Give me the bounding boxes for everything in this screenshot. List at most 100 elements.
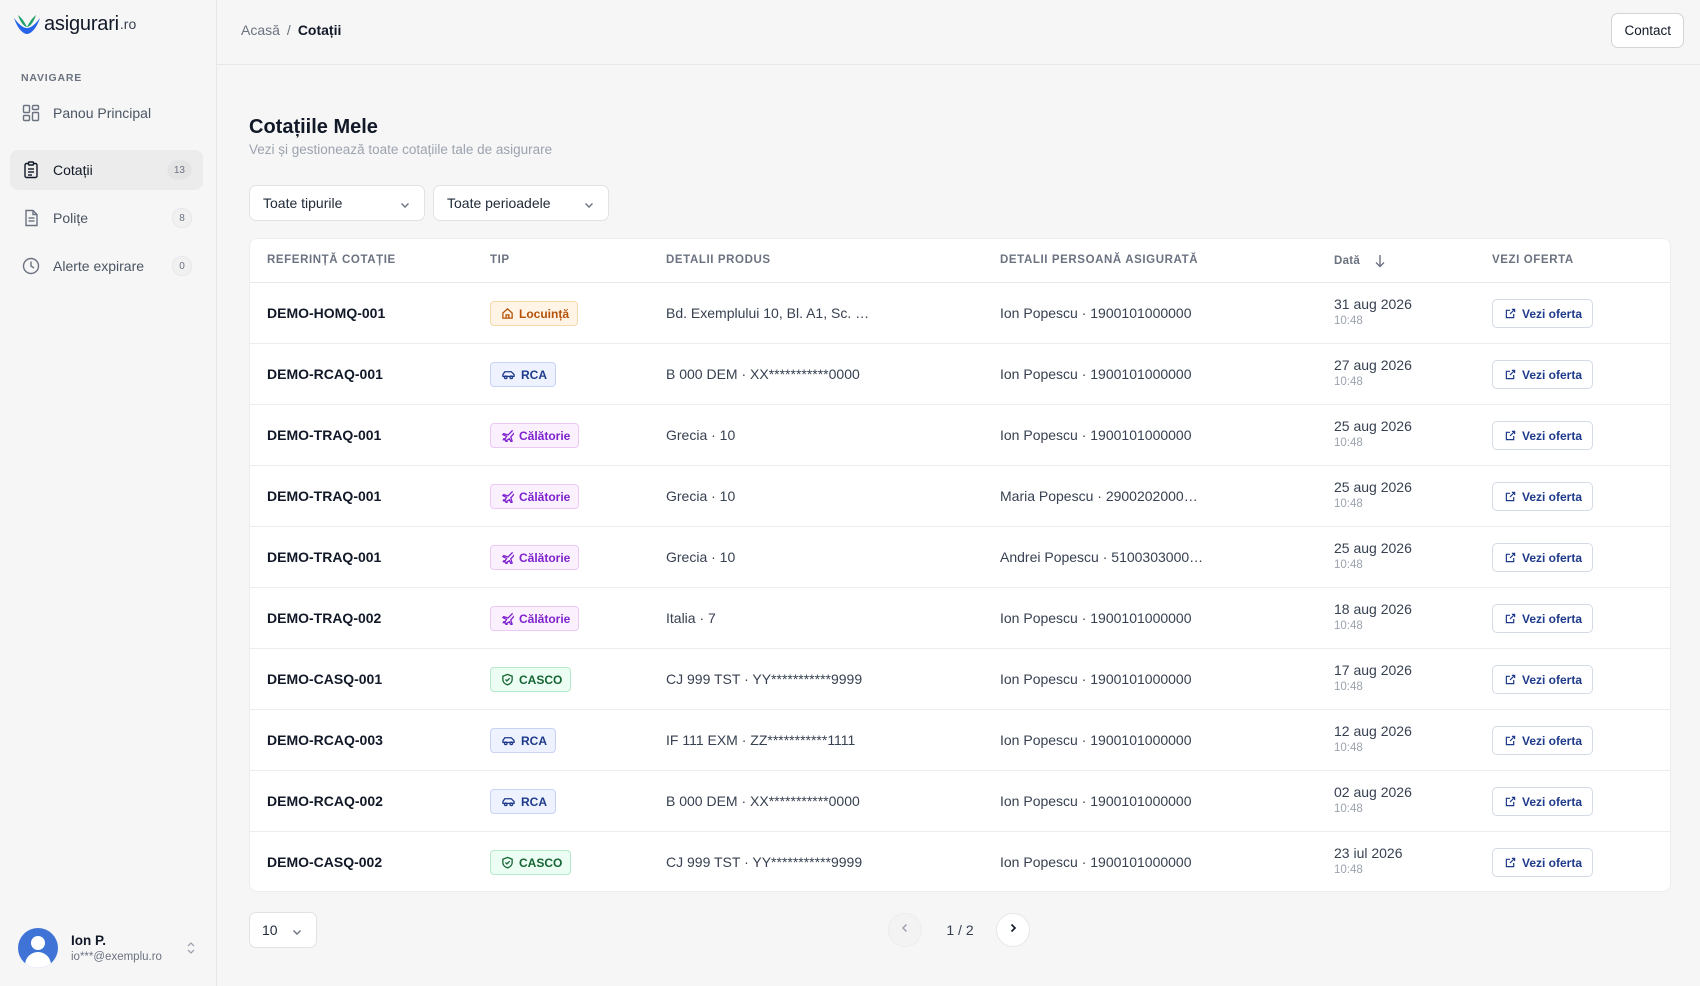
quote-date: 25 aug 2026 10:48 [1334,418,1412,449]
chevron-down-icon [291,925,303,941]
type-badge: RCA [490,789,556,814]
sidebar: asigurari .ro NAVIGARE Panou Principal C… [0,0,217,986]
external-link-icon [1505,552,1516,563]
product-details: Grecia · 10 [666,488,736,504]
type-filter-value: Toate tipurile [263,195,343,211]
table-row: DEMO-RCAQ-001 RCA B 000 DEM · XX**********… [250,344,1670,405]
type-badge-label: Călătorie [519,428,571,443]
product-details: IF 111 EXM · ZZ***********1111 [666,732,856,748]
quote-date: 25 aug 2026 10:48 [1334,540,1412,571]
sidebar-item-quotes[interactable]: Cotații 13 [10,150,203,190]
time-value: 10:48 [1334,437,1363,449]
breadcrumb-current: Cotații [297,22,342,38]
table-row: DEMO-CASQ-001 CASCO CJ 999 TST · YY*******… [250,649,1670,710]
view-offer-button[interactable]: Vezi oferta [1492,360,1594,389]
view-offer-button[interactable]: Vezi oferta [1492,543,1594,572]
column-header-date[interactable]: Dată [1334,254,1386,268]
column-header-reference: Referință cotație [267,254,396,266]
period-filter-select[interactable]: Toate perioadele [433,185,609,221]
breadcrumb-separator: / [286,22,291,38]
quote-date: 31 aug 2026 10:48 [1334,296,1412,327]
avatar [18,928,58,968]
view-offer-button[interactable]: Vezi oferta [1492,299,1594,328]
table-header: Referință cotație Tip Detalii produs Det… [250,239,1670,283]
sidebar-item-expiry-alerts[interactable]: Alerte expirare 0 [10,246,203,286]
sidebar-item-policies[interactable]: Polițe 8 [10,198,203,238]
user-name: Ion P. [71,933,107,948]
chevron-right-icon [1007,921,1019,939]
view-offer-button[interactable]: Vezi oferta [1492,726,1594,755]
breadcrumb-home-link[interactable]: Acasă [241,22,280,38]
time-value: 10:48 [1334,376,1363,388]
type-filter-select[interactable]: Toate tipurile [249,185,425,221]
product-details: B 000 DEM · XX***********0000 [666,366,860,382]
date-value: 27 aug 2026 [1334,357,1412,373]
view-offer-label: Vezi oferta [1522,306,1583,321]
next-page-button[interactable] [996,913,1030,947]
table-row: DEMO-CASQ-002 CASCO CJ 999 TST · YY*******… [250,832,1670,891]
insured-person-details: Maria Popescu · 29002020000… [1000,488,1205,504]
date-value: 12 aug 2026 [1334,723,1412,739]
quote-reference: DEMO-CASQ-002 [267,854,383,870]
date-value: 02 aug 2026 [1334,784,1412,800]
type-badge-label: CASCO [519,672,563,687]
quote-date: 17 aug 2026 10:48 [1334,662,1412,693]
plane-icon [501,490,514,503]
sidebar-item-dashboard[interactable]: Panou Principal [10,93,203,133]
date-value: 23 iul 2026 [1334,845,1403,861]
logo-suffix: .ro [119,16,137,32]
count-badge: 8 [172,208,192,228]
view-offer-label: Vezi oferta [1522,367,1583,382]
quote-date: 25 aug 2026 10:48 [1334,479,1412,510]
view-offer-label: Vezi oferta [1522,672,1583,687]
quote-reference: DEMO-HOMQ-001 [267,305,386,321]
table-row: DEMO-TRAQ-001 Călătorie Grecia · 10 Andrei … [250,527,1670,588]
quote-reference: DEMO-TRAQ-001 [267,488,382,504]
date-value: 25 aug 2026 [1334,540,1412,556]
view-offer-label: Vezi oferta [1522,611,1583,626]
view-offer-label: Vezi oferta [1522,489,1583,504]
quote-reference: DEMO-TRAQ-002 [267,610,382,626]
contact-button[interactable]: Contact [1611,13,1684,48]
sidebar-item-label: Alerte expirare [53,258,145,274]
insured-person-details: Ion Popescu · 1900101000000 [1000,427,1192,443]
brand-logo[interactable]: asigurari .ro [12,10,136,38]
shield-check-icon [501,856,514,869]
quote-reference: DEMO-TRAQ-001 [267,549,382,565]
view-offer-button[interactable]: Vezi oferta [1492,604,1594,633]
page-subtitle: Vezi și gestionează toate cotațiile tale… [249,142,553,157]
page-size-select[interactable]: 10 [249,912,317,948]
view-offer-button[interactable]: Vezi oferta [1492,482,1594,511]
sidebar-item-label: Cotații [53,162,93,178]
car-icon [501,368,516,381]
quote-reference: DEMO-RCAQ-001 [267,366,383,382]
column-header-product: Detalii produs [666,254,771,266]
view-offer-label: Vezi oferta [1522,428,1583,443]
quote-reference: DEMO-CASQ-001 [267,671,383,687]
type-badge-label: Călătorie [519,611,571,626]
column-header-type: Tip [490,254,510,266]
view-offer-button[interactable]: Vezi oferta [1492,665,1594,694]
plane-icon [501,429,514,442]
external-link-icon [1505,308,1516,319]
view-offer-button[interactable]: Vezi oferta [1492,787,1594,816]
view-offer-button[interactable]: Vezi oferta [1492,848,1594,877]
type-badge: CASCO [490,850,572,875]
table-row: DEMO-TRAQ-002 Călătorie Italia · 7 Ion Pope… [250,588,1670,649]
time-value: 10:48 [1334,315,1363,327]
insured-person-details: Ion Popescu · 1900101000000 [1000,671,1192,687]
product-details: CJ 999 TST · YY***********9999 [666,854,863,870]
product-details: Italia · 7 [666,610,716,626]
clipboard-icon [21,160,41,180]
external-link-icon [1505,796,1516,807]
column-header-person: Detalii persoană asigurată [1000,254,1199,266]
previous-page-button[interactable] [888,913,922,947]
type-badge: RCA [490,362,556,387]
product-details: CJ 999 TST · YY***********9999 [666,671,863,687]
car-icon [501,795,516,808]
time-value: 10:48 [1334,742,1363,754]
type-badge-label: Călătorie [519,489,571,504]
view-offer-button[interactable]: Vezi oferta [1492,421,1594,450]
user-menu[interactable]: Ion P. io***@exemplu.ro [18,928,198,968]
external-link-icon [1505,430,1516,441]
